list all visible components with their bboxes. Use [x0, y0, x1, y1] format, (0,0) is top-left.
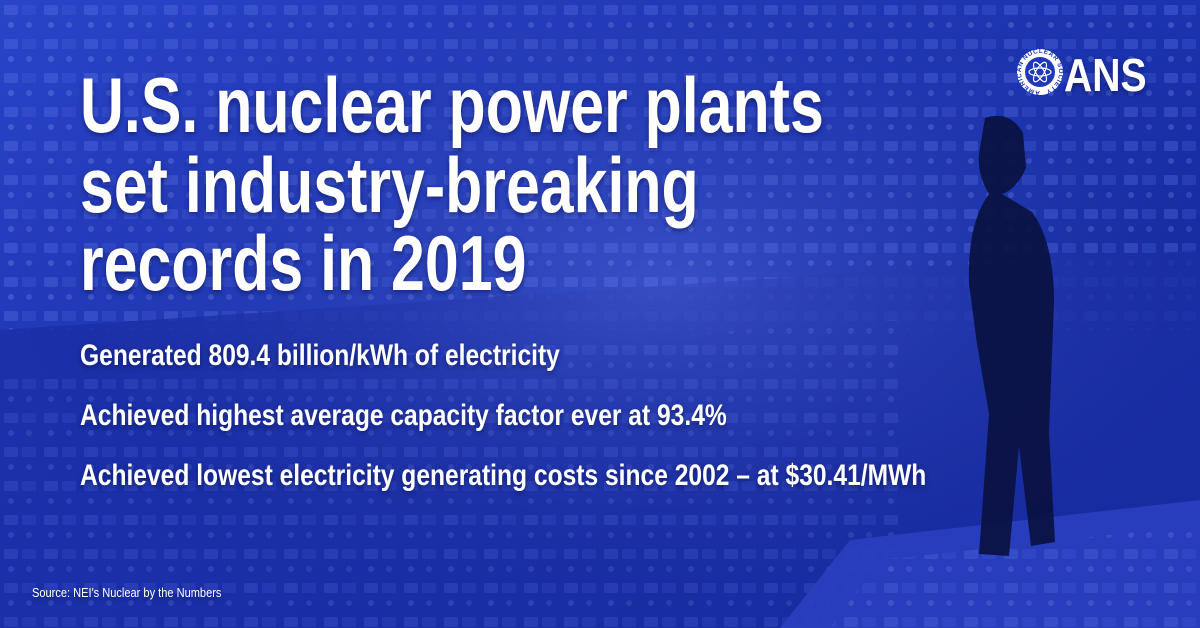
- logo-text: ANS: [1064, 49, 1147, 101]
- title-line: set industry-breaking: [80, 141, 699, 229]
- fact: Achieved lowest electricity generating c…: [80, 459, 927, 492]
- title-line: records in 2019: [80, 219, 527, 307]
- fact: Generated 809.4 billion/kWh of electrici…: [80, 339, 560, 372]
- source: Source: NEI's Nuclear by the Numbers: [32, 585, 222, 600]
- title-line: U.S. nuclear power plants: [80, 61, 824, 149]
- fact: Achieved highest average capacity factor…: [80, 399, 727, 432]
